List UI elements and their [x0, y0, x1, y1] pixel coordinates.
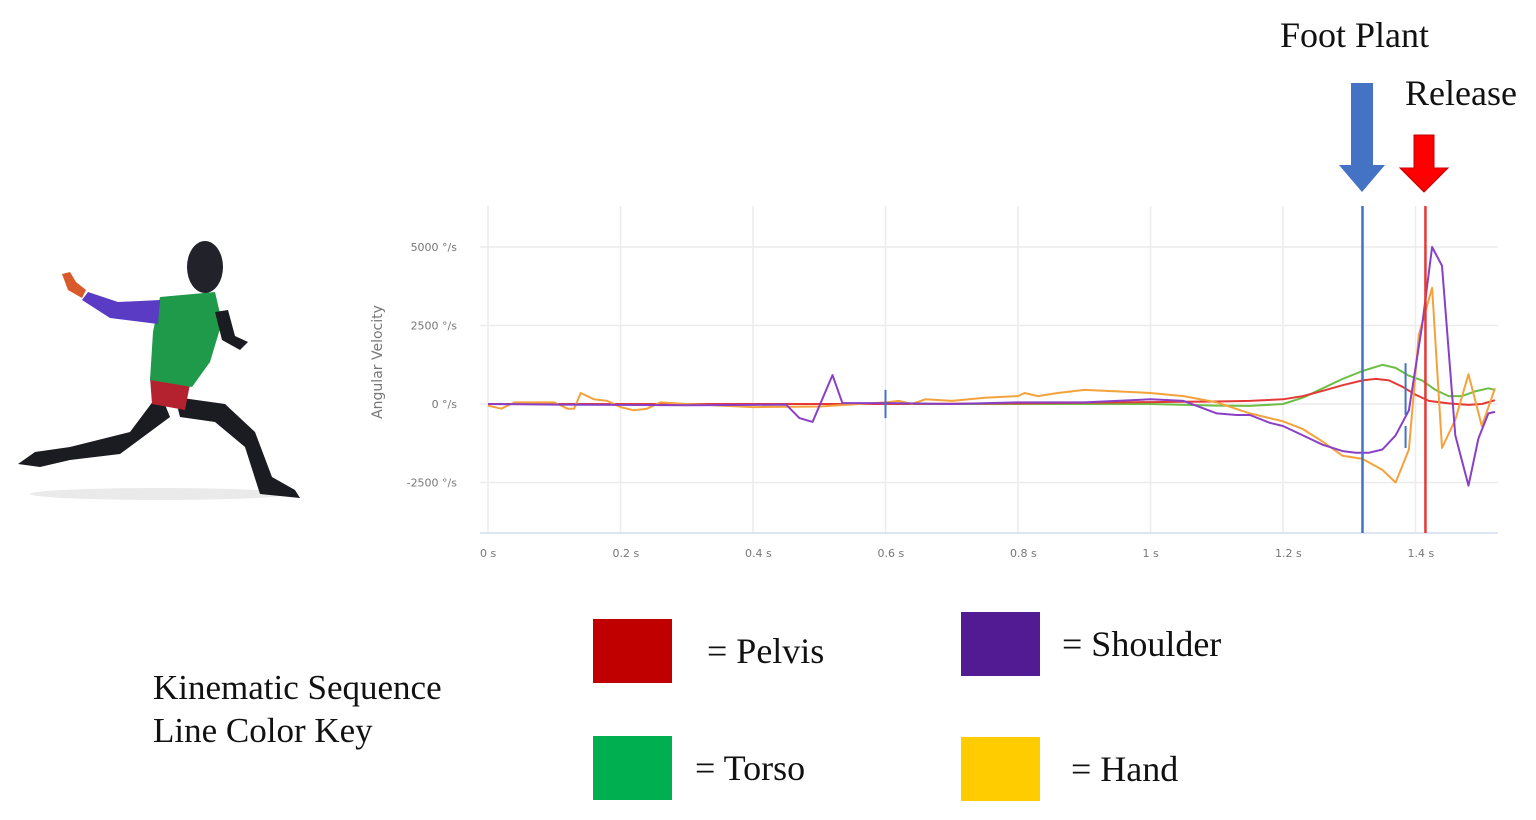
- legend-item-hand: = Hand: [961, 737, 1178, 801]
- x-tick-label: 1.2 s: [1275, 547, 1302, 560]
- head: [187, 241, 223, 293]
- legend-label-hand: = Hand: [1071, 749, 1179, 789]
- x-tick-label: 0.6 s: [878, 547, 905, 560]
- series-line-hand: [487, 286, 1496, 484]
- release-arrow-icon: [1398, 134, 1450, 193]
- hand-swatch: [961, 737, 1040, 801]
- pitcher-figure: [18, 241, 300, 500]
- legend-item-shoulder: = Shoulder: [961, 612, 1221, 676]
- chart-series: [487, 246, 1496, 487]
- legend-label-pelvis: = Pelvis: [707, 631, 825, 671]
- hand-segment: [62, 272, 86, 298]
- y-axis-title: Angular Velocity: [370, 305, 386, 419]
- legend-item-torso: = Torso: [593, 736, 805, 800]
- legend-label-torso: = Torso: [695, 748, 806, 788]
- front-leg: [175, 397, 300, 498]
- series-line-shoulder: [487, 246, 1496, 487]
- x-tick-label: 0.8 s: [1010, 547, 1037, 560]
- x-tick-label: 0.4 s: [745, 547, 772, 560]
- x-tick-label: 1 s: [1143, 547, 1159, 560]
- x-tick-label: 0.2 s: [613, 547, 640, 560]
- foot-plant-arrow-icon: [1339, 83, 1385, 192]
- key-title-line-2: Line Color Key: [153, 711, 373, 750]
- shoulder-swatch: [961, 612, 1040, 676]
- legend-label-shoulder: = Shoulder: [1062, 624, 1222, 664]
- pelvis-swatch: [593, 619, 672, 683]
- y-tick-label: 2500 °/s: [411, 320, 458, 333]
- x-tick-label: 0 s: [480, 547, 496, 560]
- key-title: Kinematic Sequence Line Color Key: [153, 666, 442, 752]
- torso-swatch: [593, 736, 672, 800]
- torso-segment: [150, 292, 222, 387]
- key-title-line-1: Kinematic Sequence: [153, 668, 442, 707]
- y-axis-ticks: 5000 °/s 2500 °/s 0 °/s -2500 °/s: [407, 241, 458, 490]
- pelvis-segment: [150, 377, 190, 410]
- foot-plant-label: Foot Plant: [1280, 15, 1430, 55]
- x-axis-ticks: 0 s 0.2 s 0.4 s 0.6 s 0.8 s 1 s 1.2 s 1.4 s: [480, 547, 1434, 560]
- event-markers: [884, 206, 1427, 533]
- y-tick-label: 5000 °/s: [411, 241, 458, 254]
- release-label: Release: [1405, 73, 1517, 113]
- y-tick-label: 0 °/s: [432, 398, 458, 411]
- throwing-arm-segment: [82, 292, 160, 324]
- x-tick-label: 1.4 s: [1408, 547, 1435, 560]
- legend-item-pelvis: = Pelvis: [593, 619, 824, 683]
- chart-grid: [480, 206, 1498, 534]
- y-tick-label: -2500 °/s: [407, 477, 458, 490]
- series-line-pelvis: [488, 377, 1496, 406]
- glove-arm: [215, 310, 248, 350]
